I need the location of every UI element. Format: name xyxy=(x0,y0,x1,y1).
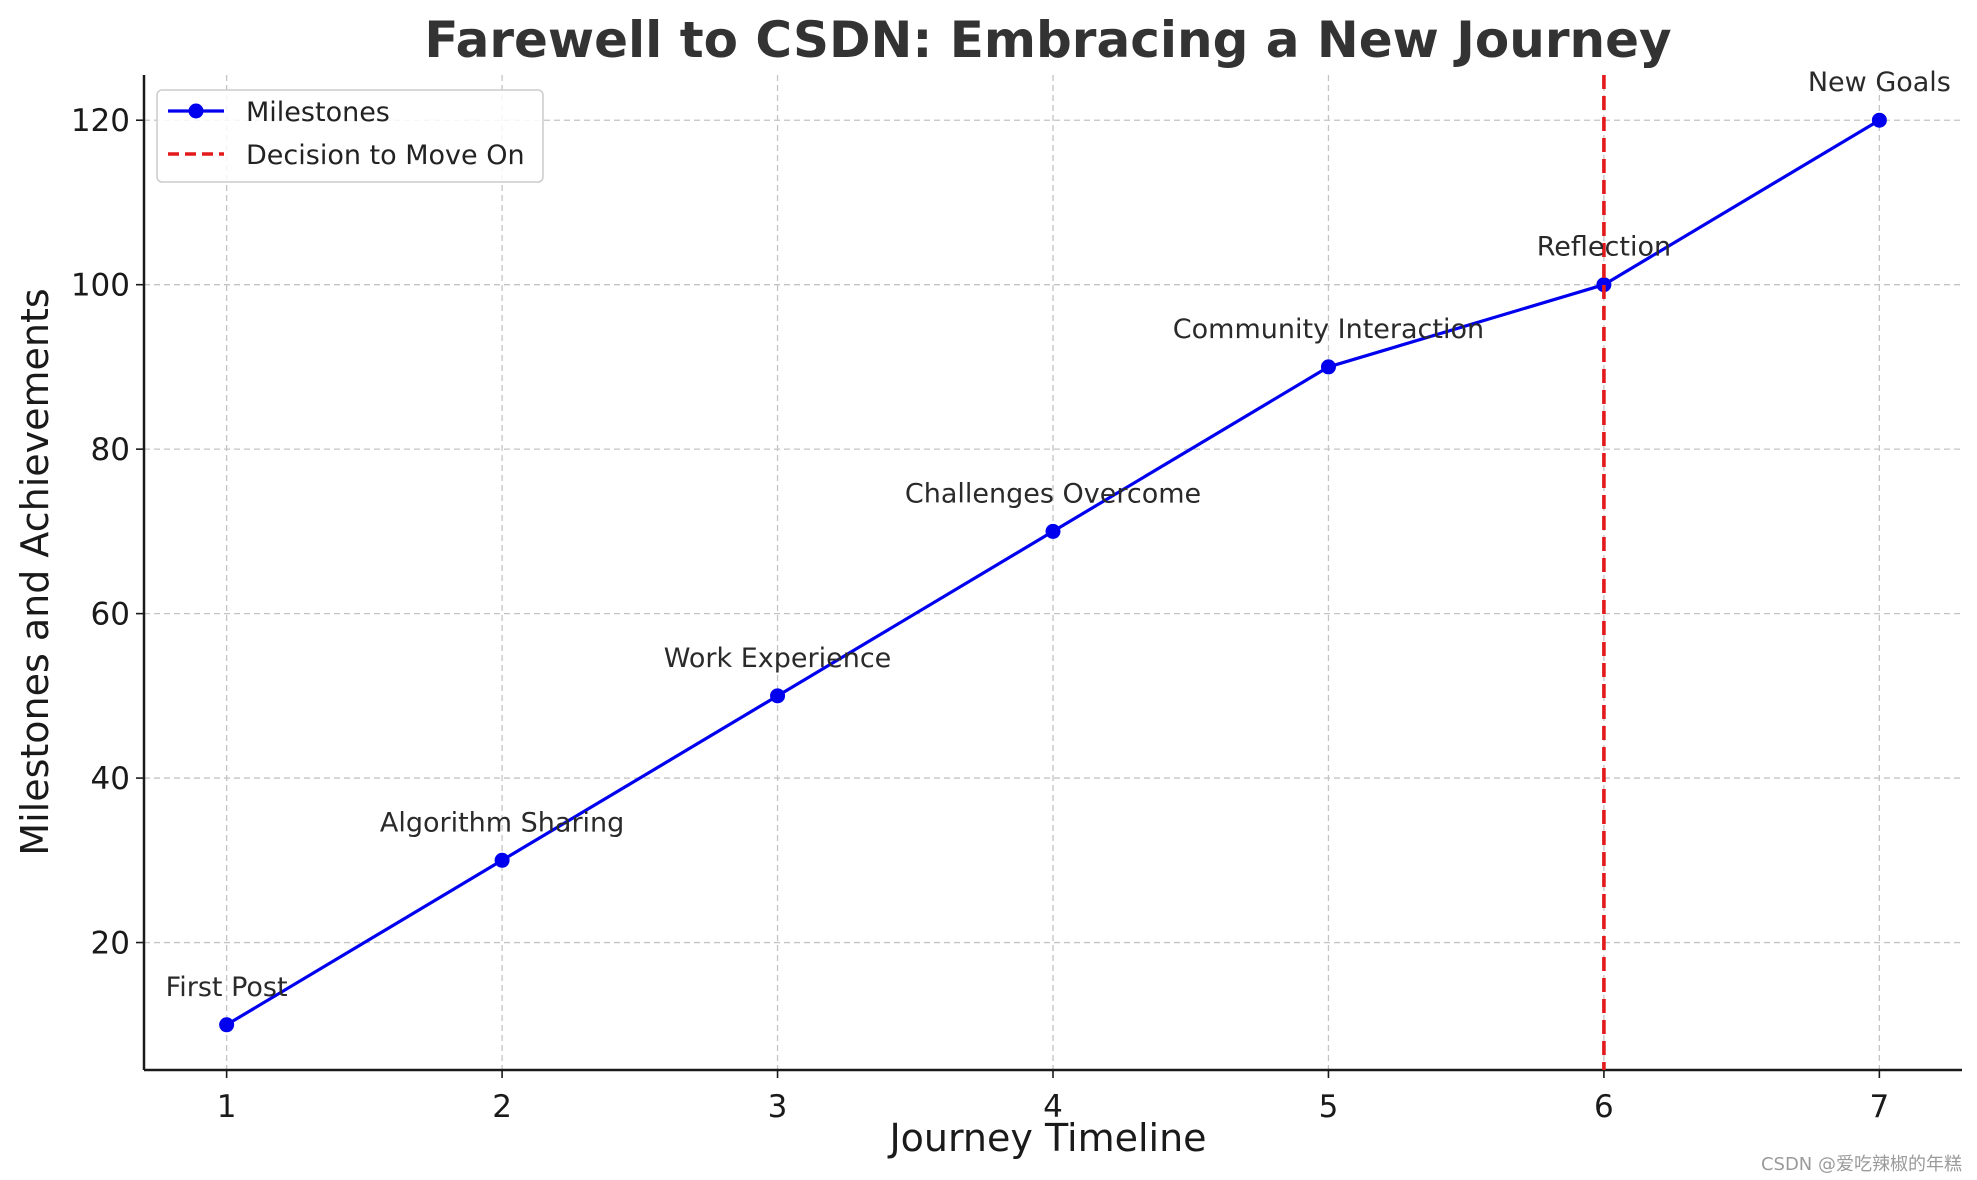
annotation-label: Reflection xyxy=(1537,232,1671,263)
x-tick-label: 7 xyxy=(1869,1089,1889,1125)
data-point xyxy=(1045,523,1061,539)
annotation-label: Work Experience xyxy=(664,643,892,674)
x-tick-label: 2 xyxy=(492,1089,512,1125)
data-point xyxy=(219,1017,235,1033)
annotation-label: Challenges Overcome xyxy=(905,478,1201,509)
annotation-label: Community Interaction xyxy=(1173,314,1484,345)
x-tick-label: 5 xyxy=(1319,1089,1339,1125)
y-tick-label: 60 xyxy=(91,597,130,633)
x-tick-label: 6 xyxy=(1594,1089,1614,1125)
legend-box xyxy=(156,89,544,183)
watermark: CSDN @爱吃辣椒的年糕 xyxy=(1761,1154,1962,1175)
x-axis-label: Journey Timeline xyxy=(887,1116,1206,1160)
annotation-label: Algorithm Sharing xyxy=(380,807,624,838)
series-layer xyxy=(219,75,1887,1070)
legend-marker-milestones xyxy=(188,103,204,119)
legend-label-decision: Decision to Move On xyxy=(246,140,525,171)
legend-label-milestones: Milestones xyxy=(246,97,390,128)
data-point xyxy=(770,688,786,704)
legend: Milestones Decision to Move On xyxy=(156,89,544,183)
data-point xyxy=(1320,359,1336,375)
tick-labels: 1 2 3 4 5 6 7 20 40 60 80 100 120 xyxy=(71,103,1889,1125)
data-point xyxy=(1596,277,1612,293)
y-tick-label: 120 xyxy=(71,103,130,139)
chart-title: Farewell to CSDN: Embracing a New Journe… xyxy=(424,11,1671,69)
y-axis-label: Milestones and Achievements xyxy=(13,288,57,855)
x-tick-label: 4 xyxy=(1043,1089,1063,1125)
annotations: First Post Algorithm Sharing Work Experien… xyxy=(166,67,1951,1003)
data-point xyxy=(494,852,510,868)
annotation-label: New Goals xyxy=(1808,67,1951,98)
annotation-label: First Post xyxy=(166,972,288,1003)
grid xyxy=(144,75,1962,1070)
x-tick-label: 3 xyxy=(768,1089,788,1125)
y-tick-label: 40 xyxy=(91,761,130,797)
y-tick-label: 80 xyxy=(91,432,130,468)
x-tick-label: 1 xyxy=(217,1089,237,1125)
y-tick-label: 20 xyxy=(91,926,130,962)
data-point xyxy=(1871,112,1887,128)
y-tick-label: 100 xyxy=(71,268,130,304)
